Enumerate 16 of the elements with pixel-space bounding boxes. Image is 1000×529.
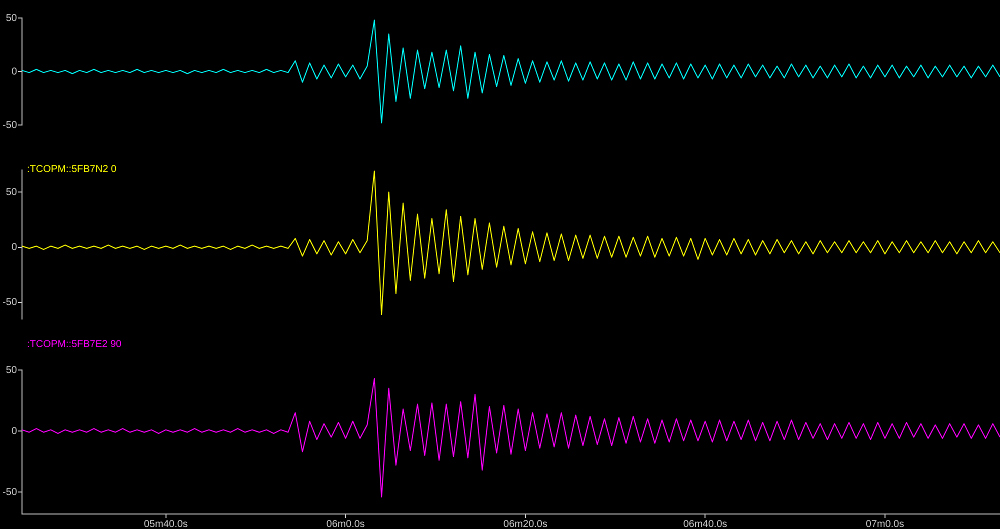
y-tick-label: 50 [6,12,18,24]
text: :TCOPM::5FB7E2 90 [27,339,122,351]
y-tick-label: 50 [6,364,18,376]
x-tick-label: 05m40.0s [144,518,188,529]
y-tick-label: 50 [6,186,18,198]
y-tick-label: 0 [11,242,18,254]
x-tick-label: 06m40.0s [683,518,728,529]
y-tick-label: 0 [11,426,18,437]
x-tick-label: 06m0.0s [326,518,365,529]
x-tick-label: 06m20.0s [503,518,548,529]
y-tick-label: 0 [11,66,18,78]
text: :TCOPM::5FB7N2 0 [27,164,116,176]
y-tick-label: -50 [2,120,18,131]
y-tick-label: -50 [2,486,18,498]
x-tick-label: 07m0.0s [866,518,904,529]
y-tick-label: -50 [2,297,18,308]
